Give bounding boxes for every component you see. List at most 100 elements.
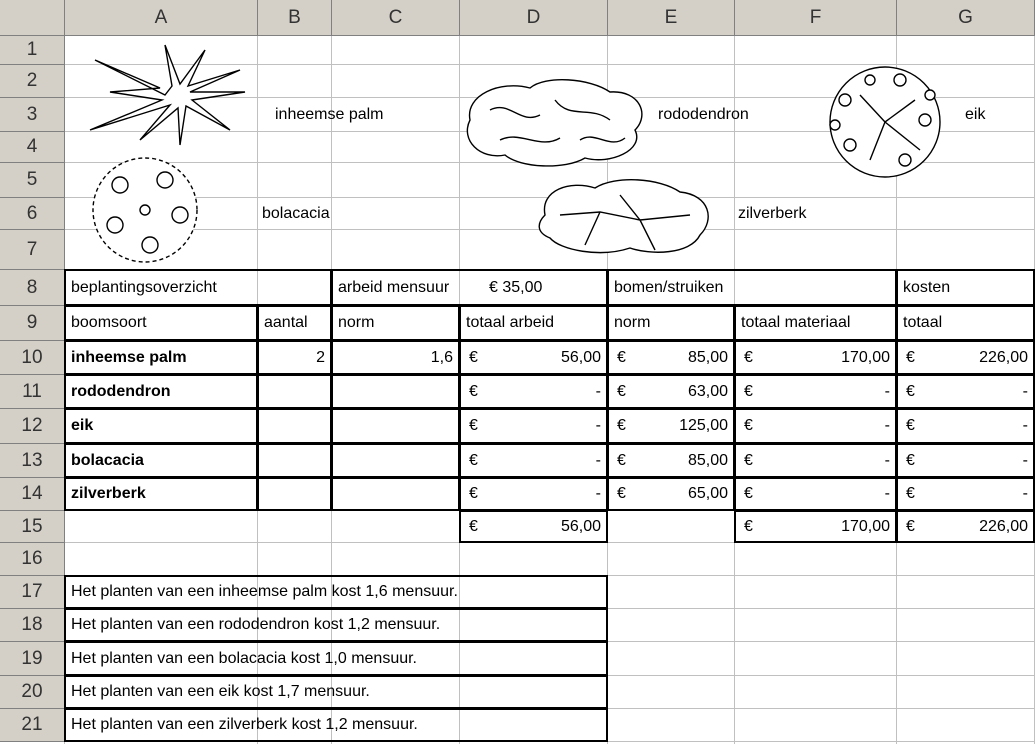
note-cell: Het planten van een bolacacia kost 1,0 m… [64, 641, 608, 676]
currency: € [469, 417, 478, 434]
row-header: 11 [0, 375, 65, 409]
amount: - [1022, 451, 1028, 469]
amount: - [595, 485, 601, 502]
row-header: 20 [0, 676, 65, 709]
group-header: bomen/struiken [607, 269, 897, 306]
column-title: totaal [896, 305, 1035, 341]
note-text: Het planten van een eik kost 1,7 mensuur… [71, 683, 370, 700]
money-cell: € - [734, 374, 897, 409]
currency: € [906, 348, 915, 366]
column-title: totaal arbeid [459, 305, 608, 341]
column-header: C [332, 0, 460, 36]
currency: € [469, 517, 478, 535]
row-header: 12 [0, 409, 65, 444]
column-title-text: norm [614, 314, 651, 331]
amount: - [595, 417, 601, 434]
column-title-text: totaal [903, 314, 943, 331]
tree-name: rododendron [71, 382, 171, 400]
group-header-text: bomen/struiken [614, 278, 724, 296]
table-cell [331, 443, 460, 478]
plant-label: inheemse palm [275, 106, 384, 123]
amount: - [1022, 417, 1028, 434]
money-cell: € - [459, 408, 608, 444]
grid-line [0, 64, 1035, 65]
plant-label: rododendron [658, 106, 749, 123]
currency: € [906, 451, 915, 469]
group-header: beplantingsoverzicht [64, 269, 332, 306]
column-title-text: aantal [264, 314, 308, 331]
column-header: F [735, 0, 897, 36]
plant-label: bolacacia [262, 205, 330, 222]
table-cell [331, 477, 460, 511]
column-title: norm [607, 305, 735, 341]
amount: - [1022, 485, 1028, 502]
money-cell: €65,00 [607, 477, 735, 511]
column-header: B [258, 0, 332, 36]
amount: - [884, 382, 890, 400]
column-title-text: norm [338, 314, 375, 331]
table-cell: bolacacia [64, 443, 258, 478]
amount: - [1022, 382, 1028, 400]
column-title-text: boomsoort [71, 314, 147, 331]
row-header: 17 [0, 576, 65, 609]
note-text: Het planten van een zilverberk kost 1,2 … [71, 716, 418, 733]
money-cell: €226,00 [896, 340, 1035, 375]
amount: 56,00 [560, 348, 601, 366]
amount: 125,00 [679, 417, 728, 434]
amount: 65,00 [687, 485, 728, 502]
currency: € [744, 382, 753, 400]
currency: € [906, 417, 915, 434]
money-cell: €56,00 [459, 340, 608, 375]
cell-value: 1,6 [430, 348, 453, 366]
money-cell: €170,00 [734, 510, 897, 543]
note-cell: Het planten van een inheemse palm kost 1… [64, 575, 608, 609]
oak-drawing [829, 66, 941, 178]
amount: 170,00 [841, 348, 890, 366]
column-title-text: totaal materiaal [741, 314, 851, 331]
row-header: 9 [0, 306, 65, 341]
note-cell: Het planten van een eik kost 1,7 mensuur… [64, 675, 608, 709]
table-cell [257, 443, 332, 478]
table-cell: 1,6 [331, 340, 460, 375]
money-cell: € - [896, 477, 1035, 511]
palm-drawing [89, 44, 246, 146]
money-cell: € - [734, 443, 897, 478]
amount: - [595, 382, 601, 400]
column-title: norm [331, 305, 460, 341]
column-title: boomsoort [64, 305, 258, 341]
row-header: 8 [0, 270, 65, 306]
money-cell: € - [896, 443, 1035, 478]
tree-name: bolacacia [71, 451, 144, 469]
row-header: 18 [0, 609, 65, 642]
currency: € [906, 485, 915, 502]
tree-name: eik [71, 417, 94, 434]
column-header: G [897, 0, 1035, 36]
money-cell: € - [734, 408, 897, 444]
money-cell: €170,00 [734, 340, 897, 375]
amount: 63,00 [687, 382, 728, 400]
money-cell: €56,00 [459, 510, 608, 543]
amount: - [884, 417, 890, 434]
amount: 170,00 [841, 517, 890, 535]
column-title-text: totaal arbeid [466, 314, 555, 331]
corner-header [0, 0, 65, 36]
amount: 56,00 [560, 517, 601, 535]
row-header: 15 [0, 511, 65, 543]
tree-name: inheemse palm [71, 348, 187, 366]
note-text: Het planten van een rododendron kost 1,2… [71, 616, 441, 633]
money-cell: €85,00 [607, 340, 735, 375]
money-cell: €125,00 [607, 408, 735, 444]
currency: € [617, 382, 626, 400]
currency: € [617, 485, 626, 502]
row-header: 5 [0, 163, 65, 198]
currency: € [617, 451, 626, 469]
plant-label: zilverberk [738, 205, 807, 222]
column-title: aantal [257, 305, 332, 341]
table-cell [257, 477, 332, 511]
note-cell: Het planten van een zilverberk kost 1,2 … [64, 708, 608, 742]
table-cell: eik [64, 408, 258, 444]
table-cell: 2 [257, 340, 332, 375]
currency: € [744, 485, 753, 502]
table-cell [331, 374, 460, 409]
